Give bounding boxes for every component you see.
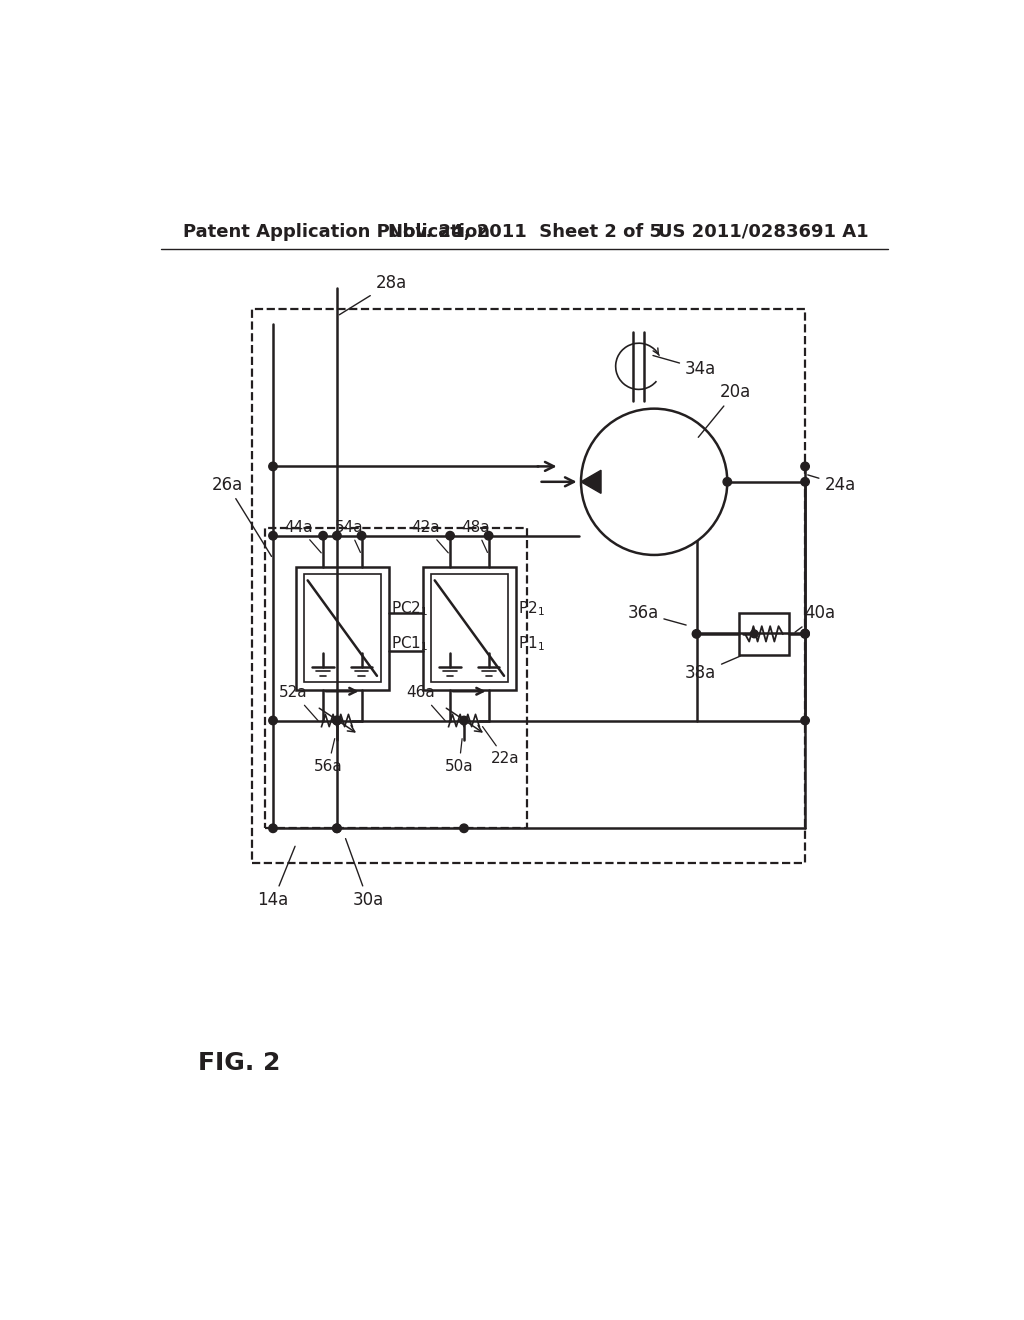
Text: 34a: 34a bbox=[653, 355, 716, 378]
Text: FIG. 2: FIG. 2 bbox=[199, 1051, 281, 1076]
Text: 30a: 30a bbox=[345, 838, 384, 909]
Circle shape bbox=[723, 478, 731, 486]
Text: 42a: 42a bbox=[412, 520, 449, 553]
Circle shape bbox=[692, 630, 700, 638]
Bar bbox=[296, 566, 388, 689]
Circle shape bbox=[751, 630, 758, 638]
Bar bbox=[265, 528, 527, 829]
Text: 36a: 36a bbox=[628, 605, 686, 626]
Circle shape bbox=[268, 532, 278, 540]
Text: 14a: 14a bbox=[258, 846, 295, 909]
Text: 56a: 56a bbox=[313, 739, 343, 774]
Circle shape bbox=[333, 717, 341, 725]
Text: 52a: 52a bbox=[280, 685, 318, 721]
Bar bbox=[304, 574, 381, 682]
Circle shape bbox=[801, 478, 809, 486]
Text: 50a: 50a bbox=[444, 739, 473, 774]
Text: 28a: 28a bbox=[339, 273, 407, 314]
Text: 20a: 20a bbox=[698, 383, 751, 437]
Polygon shape bbox=[581, 470, 601, 494]
Circle shape bbox=[318, 532, 328, 540]
Text: PC1$_1$: PC1$_1$ bbox=[391, 634, 428, 653]
Circle shape bbox=[801, 717, 809, 725]
Circle shape bbox=[801, 630, 809, 638]
Text: PC2$_1$: PC2$_1$ bbox=[391, 599, 428, 618]
Text: US 2011/0283691 A1: US 2011/0283691 A1 bbox=[657, 223, 868, 240]
Circle shape bbox=[801, 630, 809, 638]
Circle shape bbox=[801, 462, 809, 471]
Text: Patent Application Publication: Patent Application Publication bbox=[183, 223, 489, 240]
Text: 26a: 26a bbox=[211, 475, 271, 557]
Text: P1$_1$: P1$_1$ bbox=[518, 634, 545, 653]
Bar bbox=[431, 574, 508, 682]
Text: 48a: 48a bbox=[462, 520, 490, 553]
Circle shape bbox=[460, 717, 468, 725]
Text: 40a: 40a bbox=[795, 605, 836, 632]
Circle shape bbox=[484, 532, 493, 540]
Circle shape bbox=[333, 717, 341, 725]
Circle shape bbox=[445, 532, 455, 540]
Circle shape bbox=[460, 824, 468, 833]
Text: P2$_1$: P2$_1$ bbox=[518, 599, 545, 618]
Circle shape bbox=[268, 824, 278, 833]
Bar bbox=[423, 566, 515, 689]
Text: 46a: 46a bbox=[407, 685, 445, 721]
Circle shape bbox=[268, 717, 278, 725]
Circle shape bbox=[268, 462, 278, 471]
Text: Nov. 24, 2011  Sheet 2 of 5: Nov. 24, 2011 Sheet 2 of 5 bbox=[388, 223, 662, 240]
Circle shape bbox=[333, 532, 341, 540]
Circle shape bbox=[581, 409, 727, 554]
Bar bbox=[252, 309, 805, 863]
Text: 54a: 54a bbox=[335, 520, 364, 553]
Text: 44a: 44a bbox=[285, 520, 322, 553]
Circle shape bbox=[333, 824, 341, 833]
Text: 38a: 38a bbox=[685, 656, 740, 682]
Bar bbox=[739, 612, 788, 655]
Circle shape bbox=[333, 824, 341, 833]
Circle shape bbox=[357, 532, 366, 540]
Text: 24a: 24a bbox=[808, 475, 856, 494]
Text: 22a: 22a bbox=[482, 726, 519, 766]
